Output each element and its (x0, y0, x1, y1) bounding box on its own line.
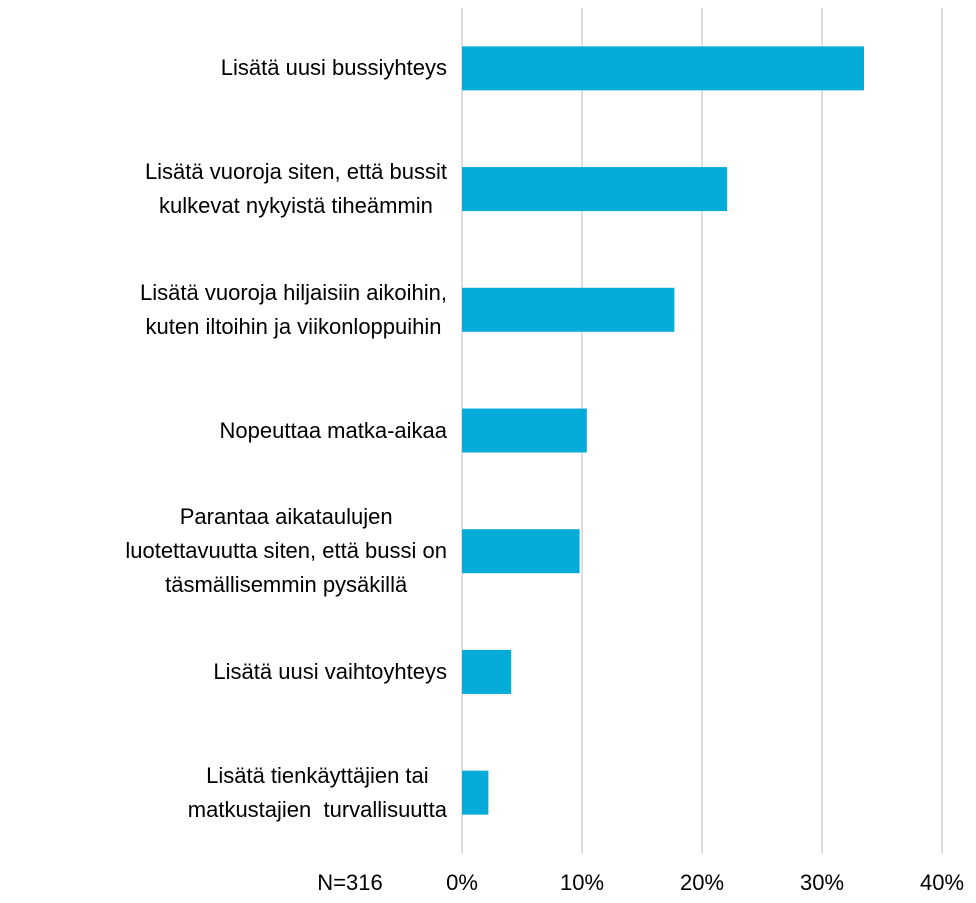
bar (462, 167, 728, 212)
x-tick-label: 0% (446, 870, 478, 895)
x-tick-label: 30% (800, 870, 844, 895)
category-label: Lisätä uusi vaihtoyhteys (213, 658, 447, 684)
category-label: Nopeuttaa matka-aikaa (219, 417, 447, 443)
bar (462, 649, 512, 694)
category-label: Lisätä tienkäyttäjien tai matkustajien t… (187, 762, 447, 822)
x-tick-label: 20% (680, 870, 724, 895)
bar (462, 529, 580, 574)
bar (462, 770, 489, 815)
category-label: Lisätä vuoroja siten, että bussit kulkev… (144, 159, 447, 219)
category-label: Lisätä uusi bussiyhteys (220, 55, 447, 81)
category-label: Parantaa aikataulujen luotettavuutta sit… (125, 504, 447, 598)
x-tick-label: 40% (920, 870, 964, 895)
bar (462, 287, 675, 332)
bar (462, 46, 864, 91)
annotation: N=316 (317, 870, 382, 895)
category-label: Lisätä vuoroja hiljaisiin aikoihin, kute… (140, 279, 447, 339)
bar (462, 408, 587, 453)
x-tick-label: 10% (560, 870, 604, 895)
